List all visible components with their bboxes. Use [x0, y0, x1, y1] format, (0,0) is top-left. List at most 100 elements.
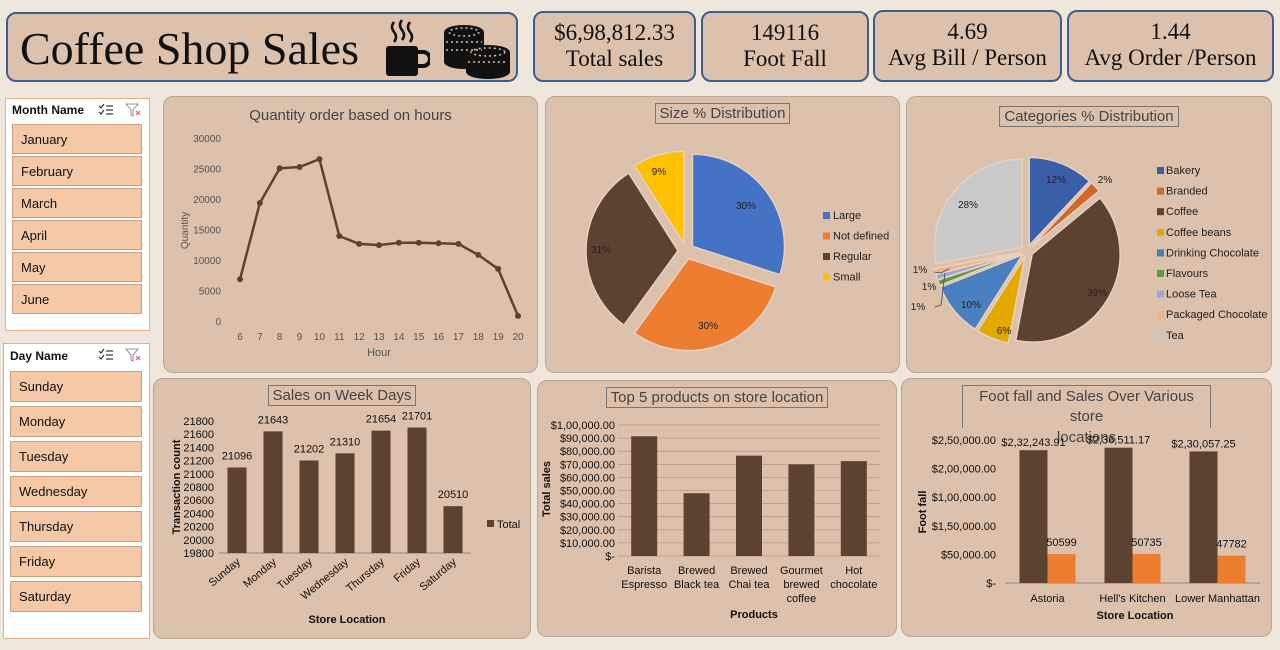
kpi-value: 4.69: [947, 19, 988, 44]
x-axis-label: Store Location: [1096, 610, 1173, 622]
x-tick-label: 8: [277, 332, 283, 343]
x-tick-label: 13: [373, 332, 385, 343]
legend-entry: Loose Tea: [1166, 289, 1217, 301]
data-label: 21643: [258, 414, 289, 426]
y-axis-label: Foot fall: [917, 491, 929, 534]
stores-bar-chart: $- $50,000.00 $1,50,000.00 $1,00,000.00 $2,0…: [917, 435, 1260, 622]
slicer-item-february[interactable]: February: [12, 156, 142, 186]
kpi-avg-bill: 4.69 Avg Bill / Person: [873, 10, 1062, 82]
slicer-item-april[interactable]: April: [12, 220, 142, 250]
pie-slice-regular: [585, 172, 679, 327]
multi-select-icon[interactable]: [98, 103, 114, 117]
slicer-item-march[interactable]: March: [12, 188, 142, 218]
multi-select-icon[interactable]: [98, 348, 114, 362]
data-point: [237, 276, 243, 283]
y-tick-label: $50,000.00: [941, 549, 996, 561]
legend-swatch: [823, 273, 830, 281]
x-tick-label: 18: [473, 332, 485, 343]
pie-slice-coffee: [1014, 196, 1121, 343]
kpi-value: 149116: [750, 20, 820, 45]
x-axis-label: Store Location: [308, 614, 385, 626]
pie-data-label: 2%: [1098, 175, 1113, 186]
leader-line: [934, 272, 946, 308]
data-point: [276, 165, 283, 172]
slicer-item-monday[interactable]: Monday: [10, 406, 142, 437]
slicer-item-sunday[interactable]: Sunday: [10, 371, 142, 402]
x-tick-label: 15: [413, 332, 425, 343]
data-label: $2,30,057.25: [1171, 438, 1235, 450]
data-point: [395, 239, 402, 246]
y-tick-label: $2,50,000.00: [932, 435, 996, 447]
y-tick-label: 21600: [183, 429, 214, 441]
legend-swatch: [1157, 249, 1164, 257]
month-slicer: Month Name January February March April …: [5, 98, 150, 331]
legend-entry: Tea: [1166, 330, 1185, 342]
slicer-item-friday[interactable]: Friday: [10, 546, 142, 577]
legend-swatch: [823, 253, 830, 260]
slicer-item-may[interactable]: May: [12, 252, 142, 282]
y-tick-label: 20800: [183, 482, 214, 494]
slicer-item-saturday[interactable]: Saturday: [10, 581, 142, 612]
slicer-item-january[interactable]: January: [12, 124, 142, 154]
y-tick-label: 21200: [183, 456, 214, 468]
kpi-avg-order: 1.44 Avg Order /Person: [1067, 10, 1274, 82]
y-tick-label: $-: [986, 578, 996, 590]
hours-line-chart: 0 5000 10000 15000 20000 25000 30000 6 7 8 9 10 11 12…: [180, 134, 524, 359]
clear-filter-icon[interactable]: [125, 348, 141, 362]
hours-chart-card: Quantity order based on hours 0 5000 10000…: [163, 96, 538, 373]
categories-chart-title-wrap: Categories % Distribution: [907, 106, 1271, 127]
kpi-label: Foot Fall: [743, 46, 827, 71]
leader-line: [933, 268, 950, 274]
month-slicer-header: Month Name: [12, 103, 84, 117]
products-chart-title: Top 5 products on store location: [605, 387, 829, 408]
legend-swatch: [1157, 187, 1164, 195]
x-tick-label: Monday: [241, 556, 279, 591]
legend-swatch: [1157, 167, 1164, 174]
legend-entry: Branded: [1166, 186, 1208, 198]
title-card: Coffee Shop Sales: [6, 12, 518, 82]
slicer-item-june[interactable]: June: [12, 284, 142, 314]
size-chart-card: Size % Distribution 30% 30% 31% 9% Large Not …: [545, 96, 900, 373]
pie-data-label: 1%: [922, 282, 937, 293]
x-tick-label: chocolate: [830, 579, 877, 591]
legend-swatch: [823, 232, 830, 240]
y-tick-label: $40,000.00: [560, 499, 615, 511]
legend-swatch: [823, 212, 830, 219]
series-line: [238, 157, 520, 317]
data-label: 20510: [438, 489, 469, 501]
pie-slice-packaged-chocolate: [933, 251, 1022, 276]
clear-filter-icon[interactable]: [125, 103, 141, 117]
data-point: [376, 242, 382, 249]
y-tick-label: 19800: [183, 548, 214, 560]
bar: [443, 506, 463, 553]
x-tick-label: Gourmet: [780, 565, 823, 577]
y-tick-label: 20200: [183, 522, 214, 534]
y-tick-label: 21800: [183, 416, 214, 428]
x-tick-label: 14: [393, 332, 405, 343]
bar: [683, 493, 710, 556]
slicer-item-wednesday[interactable]: Wednesday: [10, 476, 142, 507]
data-point: [495, 265, 502, 272]
slicer-item-tuesday[interactable]: Tuesday: [10, 441, 142, 472]
x-tick-label: Astoria: [1030, 593, 1065, 605]
categories-chart-card: Categories % Distribution 12% 2% 39% 6% 10% 1…: [906, 96, 1272, 373]
kpi-label: Total sales: [565, 46, 664, 71]
slicer-item-thursday[interactable]: Thursday: [10, 511, 142, 542]
y-axis-label: Total sales: [541, 461, 553, 517]
data-label: $2,36,511.17: [1087, 435, 1150, 447]
bar: [840, 461, 867, 556]
bar: [631, 436, 658, 556]
legend-entry: Total: [497, 519, 520, 531]
legend-swatch: [1157, 331, 1164, 339]
data-point: [515, 312, 521, 319]
pie-slice-bakery: [1028, 156, 1091, 248]
legend-swatch: [1157, 311, 1164, 319]
legend-entry: Flavours: [1166, 268, 1209, 280]
y-tick-label: 20000: [183, 535, 214, 547]
pie-slice-not-defined: [633, 257, 777, 352]
pie-slice-coffee-beans: [976, 256, 1026, 344]
legend-entry: Small: [833, 272, 861, 284]
pie-data-label: 1%: [911, 302, 926, 313]
x-tick-label: Brewed: [730, 565, 767, 577]
weekdays-chart-title: Sales on Week Days: [267, 385, 417, 406]
